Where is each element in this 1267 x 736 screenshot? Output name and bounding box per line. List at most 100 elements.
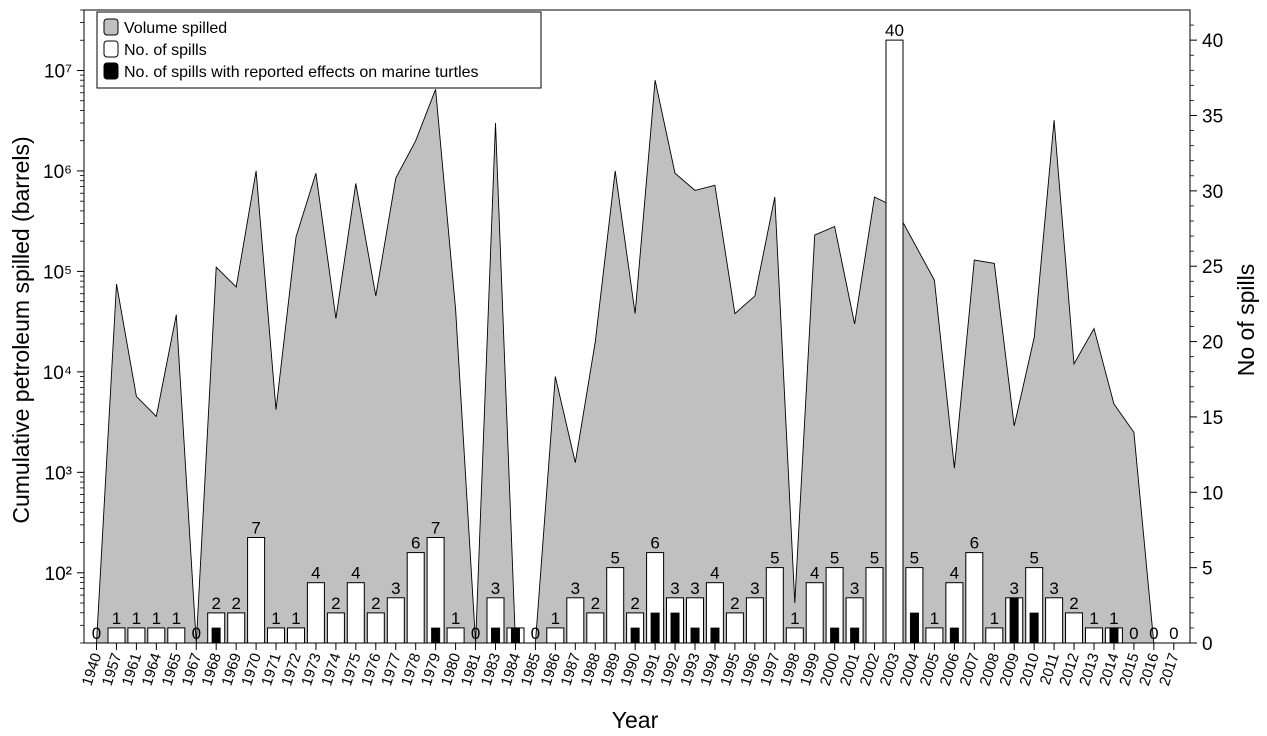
turtle-effect-bar	[650, 612, 660, 644]
legend-label: No. of spills with reported effects on m…	[124, 64, 479, 81]
spill-count-label: 4	[311, 564, 320, 583]
spill-count-label: 0	[1169, 624, 1178, 643]
spill-count-label: 1	[291, 609, 300, 628]
spill-count-bar	[247, 537, 266, 644]
spill-count-bar	[1085, 627, 1103, 644]
turtle-effect-bar	[670, 612, 680, 644]
spill-count-bar	[925, 627, 944, 644]
y-right-tick-label: 25	[1202, 257, 1223, 278]
spill-count-label: 5	[1029, 549, 1038, 568]
spill-count-label: 4	[810, 564, 819, 583]
spill-count-label: 1	[1109, 609, 1118, 628]
spill-count-bar	[167, 627, 186, 644]
spill-count-bar	[745, 597, 764, 644]
turtle-effect-bar	[949, 627, 959, 644]
spill-count-label: 5	[770, 549, 779, 568]
turtle-effect-bar	[211, 627, 221, 644]
spill-count-label: 2	[211, 594, 220, 613]
axis-ticks-layer: 10²10³10⁴10⁵10⁶10⁷0510152025303540194019…	[43, 9, 1223, 688]
legend-box	[96, 11, 542, 89]
spill-count-label: 7	[431, 519, 440, 538]
spill-count-bar	[566, 597, 585, 644]
spill-count-label: 4	[950, 564, 959, 583]
turtle-effect-bar	[690, 627, 700, 644]
spill-count-label: 5	[610, 549, 619, 568]
spill-count-label: 1	[451, 609, 460, 628]
y-axis-left-label: Cumulative petroleum spilled (barrels)	[8, 136, 34, 523]
spill-count-bar	[985, 627, 1004, 644]
spill-count-label: 1	[112, 609, 121, 628]
y-right-tick-label: 15	[1202, 408, 1223, 429]
spill-count-label: 2	[730, 594, 739, 613]
y-left-tick-label: 10⁴	[43, 363, 72, 384]
spill-count-label: 3	[391, 579, 400, 598]
legend-swatch	[103, 18, 119, 36]
spill-count-label: 0	[531, 624, 540, 643]
spill-count-bar	[306, 582, 325, 644]
spill-count-label: 2	[231, 594, 240, 613]
y-right-tick-label: 35	[1202, 107, 1223, 128]
spill-count-label: 3	[690, 579, 699, 598]
spill-count-label: 1	[132, 609, 141, 628]
legend-swatch	[103, 62, 119, 80]
y-left-tick-label: 10⁵	[43, 262, 72, 283]
spill-count-bar	[267, 627, 285, 644]
y-left-tick-label: 10³	[45, 463, 72, 484]
y-right-tick-label: 40	[1202, 31, 1223, 52]
spill-count-label: 1	[930, 609, 939, 628]
spill-count-bar	[765, 567, 784, 644]
y-right-tick-label: 10	[1202, 483, 1223, 504]
x-axis-label: Year	[612, 707, 659, 733]
turtle-effect-bar	[1029, 612, 1039, 644]
spill-count-bar	[346, 582, 365, 644]
spill-count-label: 5	[830, 549, 839, 568]
spill-count-bar	[606, 567, 625, 644]
spill-count-label: 3	[1049, 579, 1058, 598]
legend: Volume spilled No. of spills No. of spills…	[96, 11, 542, 89]
spill-count-label: 4	[351, 564, 360, 583]
spill-count-bar	[865, 567, 884, 644]
spill-count-label: 2	[331, 594, 340, 613]
spill-count-label: 5	[870, 549, 879, 568]
spill-count-bar	[227, 612, 246, 644]
turtle-effect-bar	[850, 627, 860, 644]
turtle-effect-bar	[1009, 597, 1019, 644]
spill-count-label: 0	[1149, 624, 1158, 643]
spill-count-label: 1	[790, 609, 799, 628]
spill-count-bar	[386, 597, 405, 644]
spill-count-bar	[107, 627, 126, 644]
spill-count-label: 2	[630, 594, 639, 613]
spill-count-label: 3	[750, 579, 759, 598]
spill-count-label: 0	[92, 624, 101, 643]
y-right-tick-label: 20	[1202, 333, 1223, 354]
volume-spilled-area	[96, 80, 1174, 644]
spill-count-bar	[426, 537, 445, 644]
spill-count-label: 3	[850, 579, 859, 598]
turtle-effect-bar	[1109, 627, 1119, 644]
spill-count-label: 3	[571, 579, 580, 598]
turtle-effect-bar	[710, 627, 720, 644]
spill-count-label: 4	[710, 564, 719, 583]
spill-count-label: 0	[1129, 624, 1138, 643]
spill-count-bar	[287, 627, 305, 644]
spill-count-label: 3	[670, 579, 679, 598]
turtle-effect-bar	[491, 627, 501, 644]
turtle-effect-bar	[830, 627, 840, 644]
y-left-tick-label: 10⁶	[43, 162, 72, 183]
spill-count-label: 1	[551, 609, 560, 628]
y-left-tick-label: 10²	[45, 564, 72, 585]
y-right-tick-label: 5	[1202, 559, 1213, 580]
spill-count-label: 5	[910, 549, 919, 568]
spill-count-bar	[725, 612, 744, 644]
spill-count-label: 6	[970, 534, 979, 553]
y-right-tick-label: 30	[1202, 182, 1223, 203]
turtle-effect-bar	[630, 627, 640, 644]
spill-count-bar	[785, 627, 804, 644]
spill-count-bar	[965, 552, 984, 644]
spill-count-label: 6	[650, 534, 659, 553]
spill-count-bar	[127, 627, 146, 644]
legend-label: Volume spilled	[124, 20, 227, 37]
spill-count-label: 3	[491, 579, 500, 598]
spill-count-label: 1	[1089, 609, 1098, 628]
